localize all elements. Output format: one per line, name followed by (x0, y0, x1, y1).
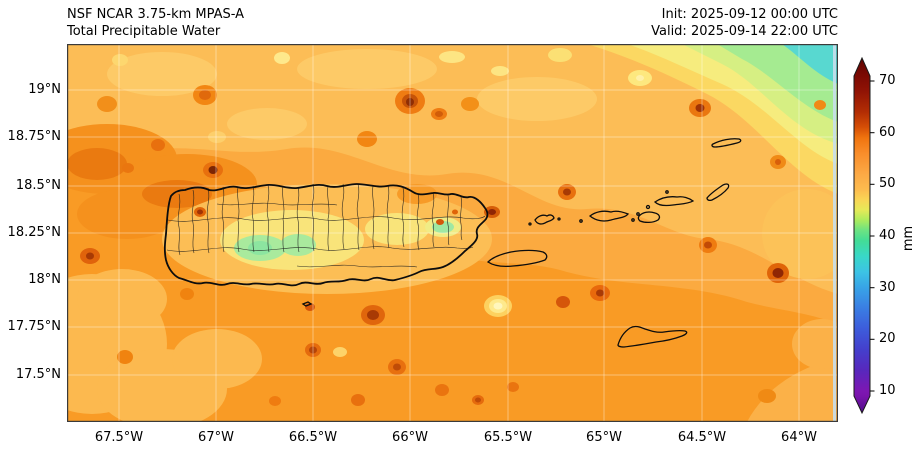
colorbar-tick-label: 70 (879, 73, 896, 88)
dry-spots (112, 48, 652, 357)
valid-time: Valid: 2025-09-14 22:00 UTC (651, 24, 838, 39)
x-tick-label: 65.5°W (483, 430, 533, 445)
x-tick-label: 65°W (586, 430, 622, 445)
colorbar-unit-label: mm (901, 225, 917, 252)
moist-cells (80, 85, 826, 406)
colorbar-tick-label: 10 (879, 383, 896, 398)
colorbar-tick-label: 50 (879, 176, 896, 191)
x-tick-label: 66.5°W (288, 430, 338, 445)
virgin-islands-coastlines (301, 138, 742, 348)
field-title: Total Precipitable Water (67, 24, 221, 39)
y-tick-label: 18°N (28, 272, 61, 287)
y-tick-label: 18.75°N (7, 129, 61, 144)
model-title: NSF NCAR 3.75-km MPAS-A (67, 7, 245, 22)
colorbar-ticks (870, 80, 875, 392)
puerto-rico-coastline (163, 183, 489, 287)
x-tick-label: 66°W (392, 430, 428, 445)
colorbar-gradient-bar (853, 57, 875, 415)
colorbar-tick-label: 40 (879, 228, 896, 243)
municipality-boundaries (166, 183, 486, 268)
colorbar-tick-label: 20 (879, 331, 896, 346)
colorbar-tick-label: 60 (879, 125, 896, 140)
x-tick-label: 64.5°W (677, 430, 727, 445)
y-tick-label: 19°N (28, 82, 61, 97)
init-time: Init: 2025-09-12 00:00 UTC (661, 7, 838, 22)
colorbar: 70 60 50 40 30 20 10 mm (850, 57, 921, 429)
plot-frame (67, 44, 838, 422)
graticule (67, 44, 838, 422)
title-block: NSF NCAR 3.75-km MPAS-A Total Precipitab… (67, 6, 244, 40)
x-tick-label: 64°W (781, 430, 817, 445)
colorbar-tick-label: 30 (879, 280, 896, 295)
time-block: Init: 2025-09-12 00:00 UTC Valid: 2025-0… (651, 6, 838, 40)
y-tick-label: 18.25°N (7, 225, 61, 240)
x-tick-label: 67.5°W (94, 430, 144, 445)
map-plot (67, 44, 838, 422)
precipitable-water-map (67, 44, 838, 422)
y-tick-label: 17.75°N (7, 319, 61, 334)
x-tick-label: 67°W (198, 430, 234, 445)
y-tick-label: 17.5°N (15, 367, 61, 382)
y-tick-label: 18.5°N (15, 178, 61, 193)
